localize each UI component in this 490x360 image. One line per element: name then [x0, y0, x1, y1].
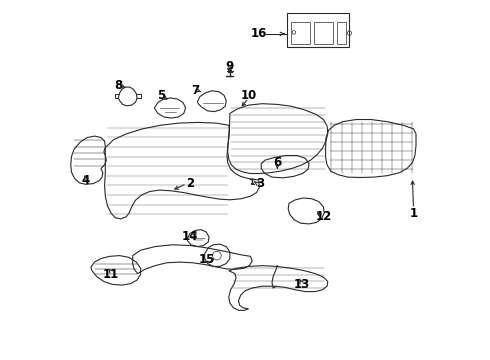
Text: 1: 1	[410, 207, 417, 220]
Bar	[337, 22, 346, 44]
Text: 3: 3	[256, 177, 264, 190]
Text: 8: 8	[114, 79, 122, 92]
Text: 14: 14	[182, 230, 198, 243]
Bar	[314, 22, 333, 44]
Bar	[291, 22, 310, 44]
Text: 6: 6	[273, 156, 282, 169]
Text: 13: 13	[294, 278, 310, 291]
Text: 10: 10	[241, 89, 257, 102]
Text: 9: 9	[226, 60, 234, 73]
Text: 11: 11	[103, 268, 119, 281]
Text: 15: 15	[199, 253, 216, 266]
Text: 16: 16	[250, 27, 267, 40]
Text: 7: 7	[191, 84, 199, 96]
Bar	[288, 13, 349, 47]
Text: 5: 5	[157, 89, 166, 102]
Text: 4: 4	[82, 174, 90, 187]
Text: 2: 2	[186, 177, 195, 190]
Text: 12: 12	[316, 210, 332, 222]
